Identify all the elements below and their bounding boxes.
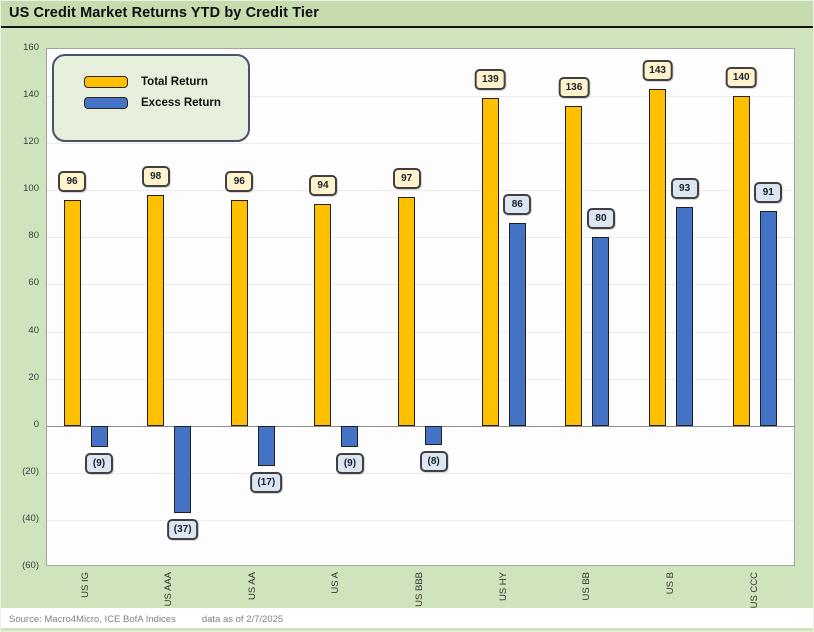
zero-gridline bbox=[47, 425, 794, 427]
legend-item-excess-return: Excess Return bbox=[84, 97, 248, 109]
legend-item-total-return: Total Return bbox=[84, 76, 248, 88]
value-label-excess-return-us-bb: 80 bbox=[586, 208, 615, 230]
chart-title: US Credit Market Returns YTD by Credit T… bbox=[9, 5, 319, 21]
y-tick-label: 60 bbox=[28, 277, 39, 289]
source-text: Source: Macro4Micro, ICE BofA Indices bbox=[9, 614, 176, 625]
gridline bbox=[47, 472, 794, 474]
value-label-total-return-us-a: 94 bbox=[308, 175, 337, 197]
excess-return-swatch-icon bbox=[84, 97, 128, 109]
bar-excess-return-us-hy bbox=[508, 223, 526, 426]
bar-total-return-us-hy bbox=[481, 98, 499, 426]
gridline bbox=[47, 378, 794, 380]
value-label-excess-return-us-hy: 86 bbox=[503, 194, 532, 216]
bar-excess-return-us-aaa bbox=[174, 425, 192, 513]
value-label-excess-return-us-aa: (17) bbox=[250, 471, 283, 493]
y-tick-label: 100 bbox=[23, 183, 39, 195]
bar-excess-return-us-aa bbox=[257, 425, 275, 466]
bar-excess-return-us-ig bbox=[90, 425, 108, 447]
bar-total-return-us-bbb bbox=[398, 197, 416, 426]
y-tick-label: 140 bbox=[23, 89, 39, 101]
bar-excess-return-us-b bbox=[676, 206, 694, 426]
y-tick-label: (60) bbox=[22, 560, 39, 571]
value-label-excess-return-us-b: 93 bbox=[670, 177, 699, 199]
asof-text: data as of 2/7/2025 bbox=[201, 614, 284, 625]
plot-area: 96 (9) 98 (37) 96 (17) 94 (9) 97 (8) 139 86 136 80 143… bbox=[46, 48, 795, 566]
y-tick-label: 120 bbox=[23, 136, 39, 148]
value-label-total-return-us-aa: 96 bbox=[225, 170, 254, 192]
bar-excess-return-us-a bbox=[341, 425, 359, 447]
value-label-excess-return-us-bbb: (8) bbox=[419, 450, 448, 472]
bar-total-return-us-ig bbox=[63, 199, 81, 426]
y-tick-label: 160 bbox=[23, 42, 39, 53]
value-label-total-return-us-ig: 96 bbox=[58, 170, 86, 192]
gridline bbox=[47, 331, 794, 333]
total-return-swatch-icon bbox=[84, 76, 128, 88]
legend-label: Excess Return bbox=[141, 97, 221, 109]
bar-total-return-us-aaa bbox=[147, 194, 165, 426]
bar-total-return-us-a bbox=[314, 204, 332, 426]
gridline bbox=[47, 143, 794, 145]
bar-excess-return-us-bb bbox=[592, 237, 610, 426]
gridline bbox=[47, 519, 794, 521]
value-label-total-return-us-ccc: 140 bbox=[725, 67, 757, 89]
source-note: Source: Macro4Micro, ICE BofA Indices dat… bbox=[1, 608, 813, 631]
gridline bbox=[47, 284, 794, 286]
value-label-excess-return-us-ig: (9) bbox=[85, 452, 113, 474]
bar-excess-return-us-bbb bbox=[425, 425, 443, 445]
y-tick-label: (20) bbox=[22, 465, 39, 477]
chart-title-bar: US Credit Market Returns YTD by Credit T… bbox=[1, 1, 813, 28]
legend-label: Total Return bbox=[141, 76, 208, 88]
value-label-total-return-us-aaa: 98 bbox=[141, 165, 170, 187]
bar-excess-return-us-ccc bbox=[759, 211, 777, 426]
value-label-total-return-us-hy: 139 bbox=[474, 69, 506, 91]
bar-total-return-us-bb bbox=[565, 105, 583, 426]
value-label-total-return-us-bb: 136 bbox=[558, 76, 590, 98]
bar-total-return-us-aa bbox=[230, 199, 248, 426]
y-tick-label: 20 bbox=[28, 371, 39, 383]
value-label-excess-return-us-aaa: (37) bbox=[166, 518, 199, 540]
value-label-total-return-us-b: 143 bbox=[642, 60, 673, 82]
legend: Total Return Excess Return bbox=[52, 54, 250, 142]
y-tick-label: 40 bbox=[28, 324, 39, 336]
chart-canvas: 96 (9) 98 (37) 96 (17) 94 (9) 97 (8) 139 86 136 80 143… bbox=[1, 28, 813, 608]
bar-total-return-us-ccc bbox=[732, 96, 750, 426]
value-label-excess-return-us-a: (9) bbox=[335, 452, 364, 474]
bar-total-return-us-b bbox=[649, 89, 667, 426]
y-tick-label: (40) bbox=[22, 512, 39, 524]
gridline bbox=[47, 237, 794, 239]
gridline bbox=[47, 96, 794, 98]
y-tick-label: 0 bbox=[33, 418, 39, 430]
value-label-excess-return-us-ccc: 91 bbox=[754, 182, 783, 204]
y-tick-label: 80 bbox=[28, 230, 39, 242]
gridline bbox=[47, 190, 794, 192]
value-label-total-return-us-bbb: 97 bbox=[392, 168, 421, 190]
